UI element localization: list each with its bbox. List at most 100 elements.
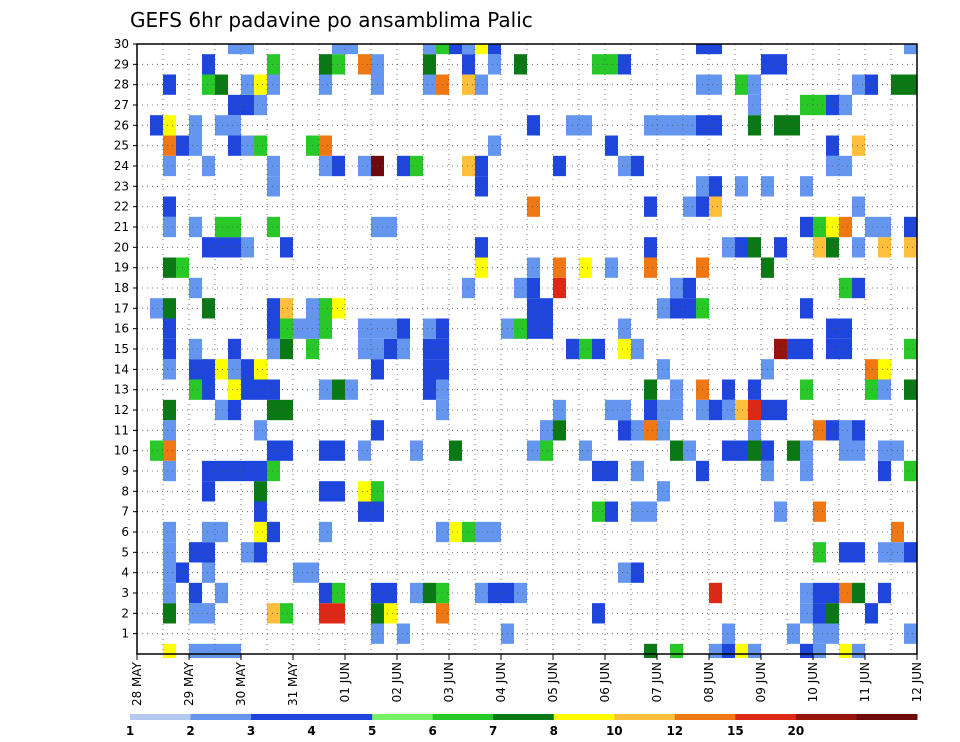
heatmap-cell (254, 135, 267, 156)
heatmap-cell (787, 115, 800, 136)
heatmap-cell (189, 542, 202, 563)
heatmap-cell (449, 44, 462, 55)
heatmap-cell (254, 379, 267, 400)
heatmap-cell (670, 298, 683, 319)
colorbar-label: 15 (727, 724, 744, 738)
heatmap-cell (579, 440, 592, 461)
heatmap-cell (657, 115, 670, 136)
heatmap-cell (774, 338, 787, 360)
heatmap-cell (852, 440, 865, 461)
heatmap-cell (904, 542, 917, 563)
heatmap-cell (722, 237, 735, 258)
heatmap-cell (254, 542, 267, 563)
heatmap-cell (423, 338, 436, 360)
colorbar-swatch (795, 714, 857, 720)
heatmap-cell (228, 115, 241, 136)
heatmap-cell (800, 176, 813, 197)
heatmap-cell (475, 257, 488, 278)
heatmap-cells (150, 44, 917, 658)
colorbar-label: 2 (186, 724, 194, 738)
heatmap-cell (228, 216, 241, 238)
heatmap-cell (267, 155, 280, 177)
heatmap-cell (670, 379, 683, 400)
heatmap-cell (852, 237, 865, 258)
heatmap-cell (189, 643, 202, 658)
heatmap-cell (878, 237, 891, 258)
heatmap-cell (839, 420, 852, 441)
heatmap-cell (215, 237, 228, 258)
y-tick-label: 7 (121, 505, 129, 519)
heatmap-cell (774, 237, 787, 258)
heatmap-cell (735, 176, 748, 197)
heatmap-cell (163, 135, 176, 156)
y-tick-label: 8 (121, 484, 129, 498)
heatmap-cell (904, 74, 917, 95)
heatmap-cell (332, 603, 345, 624)
y-tick-label: 22 (114, 200, 129, 214)
colorbar-swatch (372, 714, 434, 720)
heatmap-cell (605, 257, 618, 278)
heatmap-cell (202, 643, 215, 658)
x-tick-label: 05 JUN (546, 662, 560, 702)
heatmap-cell (644, 257, 657, 278)
heatmap-cell (384, 582, 397, 604)
heatmap-cell (475, 74, 488, 95)
heatmap-cell (267, 318, 280, 339)
gridlines (136, 43, 918, 654)
heatmap-cell (592, 338, 605, 360)
heatmap-cell (163, 155, 176, 177)
heatmap-cell (202, 74, 215, 95)
heatmap-cell (488, 54, 501, 75)
y-tick-label: 23 (114, 179, 129, 193)
colorbar-swatch (432, 714, 494, 720)
heatmap-cell (904, 623, 917, 644)
heatmap-cell (813, 94, 826, 116)
heatmap-cell (904, 237, 917, 258)
heatmap-cell (163, 420, 176, 441)
heatmap-cell (358, 54, 371, 75)
heatmap-cell (163, 562, 176, 583)
heatmap-cell (345, 44, 358, 55)
heatmap-cell (150, 440, 163, 461)
heatmap-cell (696, 44, 709, 55)
x-tick-label: 09 JUN (754, 662, 768, 702)
heatmap-cell (579, 115, 592, 136)
heatmap-cell (839, 582, 852, 604)
heatmap-cell (254, 94, 267, 116)
heatmap-cell (189, 582, 202, 604)
heatmap-cell (904, 338, 917, 360)
x-tick-label: 11 JUN (858, 662, 872, 702)
heatmap-cell (228, 379, 241, 400)
heatmap-cell (670, 643, 683, 658)
heatmap-cell (852, 542, 865, 563)
heatmap-cell (332, 582, 345, 604)
heatmap-cell (579, 257, 592, 278)
heatmap-cell (800, 582, 813, 604)
heatmap-cell (228, 643, 241, 658)
heatmap-cell (787, 623, 800, 644)
heatmap-cell (878, 460, 891, 482)
colorbar-label: 6 (429, 724, 437, 738)
y-tick-label: 15 (114, 342, 129, 356)
heatmap-cell (852, 277, 865, 299)
heatmap-cell (423, 359, 436, 380)
colorbar-swatch (856, 714, 918, 720)
heatmap-cell (514, 318, 527, 339)
heatmap-cell (644, 420, 657, 441)
heatmap-cell (748, 237, 761, 258)
heatmap-cell (735, 74, 748, 95)
heatmap-cell (878, 359, 891, 380)
heatmap-cell (267, 298, 280, 319)
heatmap-cell (215, 521, 228, 543)
heatmap-cell (462, 44, 475, 55)
heatmap-cell (202, 54, 215, 75)
heatmap-cell (423, 54, 436, 75)
heatmap-cell (878, 542, 891, 563)
y-tick-label: 12 (114, 403, 129, 417)
heatmap-cell (800, 94, 813, 116)
x-tick-label: 06 JUN (598, 662, 612, 702)
heatmap-cell (254, 521, 267, 543)
heatmap-cell (709, 196, 722, 217)
heatmap-cell (865, 216, 878, 238)
